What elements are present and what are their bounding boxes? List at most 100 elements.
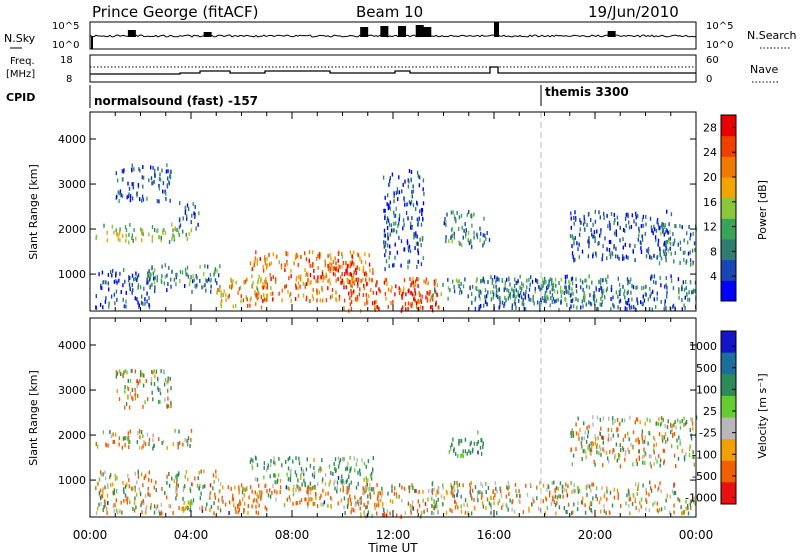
data-cell	[619, 453, 621, 458]
data-cell	[458, 482, 461, 487]
data-cell	[154, 268, 156, 273]
data-cell	[333, 481, 335, 486]
data-cell	[306, 271, 308, 276]
data-cell	[422, 498, 424, 503]
data-cell	[338, 297, 340, 302]
data-cell	[289, 293, 291, 298]
noise-left-tick-bottom: 10^0	[52, 40, 79, 51]
data-cell	[383, 208, 385, 213]
data-cell	[99, 488, 102, 493]
data-cell	[550, 296, 552, 301]
data-cell	[587, 445, 589, 450]
data-cell	[679, 420, 681, 425]
data-cell	[443, 221, 445, 226]
data-cell	[133, 277, 135, 282]
data-cell	[253, 498, 255, 502]
data-cell	[99, 302, 102, 307]
data-cell	[409, 201, 412, 206]
data-cell	[562, 484, 564, 489]
data-cell	[416, 234, 418, 239]
data-cell	[685, 280, 687, 284]
data-cell	[304, 497, 306, 502]
data-cell	[595, 287, 597, 292]
data-cell	[148, 470, 150, 475]
data-cell	[628, 490, 630, 495]
data-cell	[122, 480, 124, 485]
data-cell	[596, 450, 598, 455]
data-cell	[140, 430, 143, 435]
data-cell	[143, 440, 145, 445]
data-cell	[372, 271, 374, 275]
data-cell	[635, 285, 637, 290]
data-cell	[225, 298, 227, 303]
data-cell	[156, 278, 158, 283]
data-cell	[519, 285, 521, 290]
data-cell	[253, 263, 255, 267]
data-cell	[404, 301, 407, 306]
data-cell	[469, 482, 471, 487]
data-cell	[675, 425, 677, 430]
data-cell	[190, 437, 192, 442]
data-cell	[342, 488, 344, 493]
data-cell	[131, 388, 134, 392]
data-cell	[570, 431, 572, 436]
data-cell	[590, 218, 592, 222]
data-cell	[664, 505, 666, 510]
data-cell	[480, 438, 482, 442]
colorbar-tick-label: 100	[696, 383, 717, 396]
data-cell	[610, 307, 612, 312]
data-cell	[681, 225, 683, 230]
data-cell	[496, 511, 498, 516]
data-cell	[409, 503, 411, 508]
data-cell	[490, 506, 492, 511]
data-cell	[409, 277, 411, 282]
data-cell	[168, 504, 170, 508]
data-cell	[128, 240, 130, 245]
data-cell	[235, 510, 237, 515]
data-cell	[312, 486, 314, 491]
data-cell	[663, 435, 666, 440]
data-cell	[419, 237, 421, 242]
data-cell	[691, 421, 694, 426]
data-cell	[313, 457, 315, 462]
data-cell	[554, 487, 556, 492]
data-cell	[613, 231, 616, 236]
data-cell	[162, 229, 164, 234]
data-cell	[374, 300, 376, 305]
data-cell	[542, 280, 544, 285]
data-cell	[634, 420, 636, 425]
data-cell	[418, 503, 421, 508]
data-cell	[174, 428, 176, 433]
data-cell	[511, 507, 513, 512]
data-cell	[153, 280, 156, 285]
data-cell	[158, 399, 160, 404]
data-cell	[214, 278, 217, 283]
data-cell	[334, 486, 336, 491]
data-cell	[429, 305, 432, 310]
data-cell	[356, 458, 358, 463]
data-cell	[245, 295, 247, 300]
data-cell	[593, 297, 595, 302]
data-cell	[665, 283, 667, 288]
data-cell	[615, 232, 618, 237]
data-cell	[201, 285, 203, 290]
data-cell	[637, 437, 639, 442]
data-cell	[660, 489, 662, 494]
noise-spike	[360, 27, 369, 37]
data-cell	[300, 255, 302, 259]
data-cell	[624, 434, 626, 438]
data-cell	[163, 369, 165, 374]
data-cell	[575, 277, 577, 282]
power-xticks	[89, 112, 697, 311]
data-cell	[519, 274, 521, 279]
data-cell	[266, 507, 268, 512]
data-cell	[642, 302, 644, 307]
data-cell	[598, 451, 600, 456]
data-cell	[486, 231, 488, 235]
data-cell	[186, 265, 189, 270]
data-cell	[623, 256, 625, 261]
data-cell	[476, 495, 479, 499]
data-cell	[681, 287, 683, 292]
data-cell	[184, 267, 187, 272]
data-cell	[137, 469, 139, 474]
